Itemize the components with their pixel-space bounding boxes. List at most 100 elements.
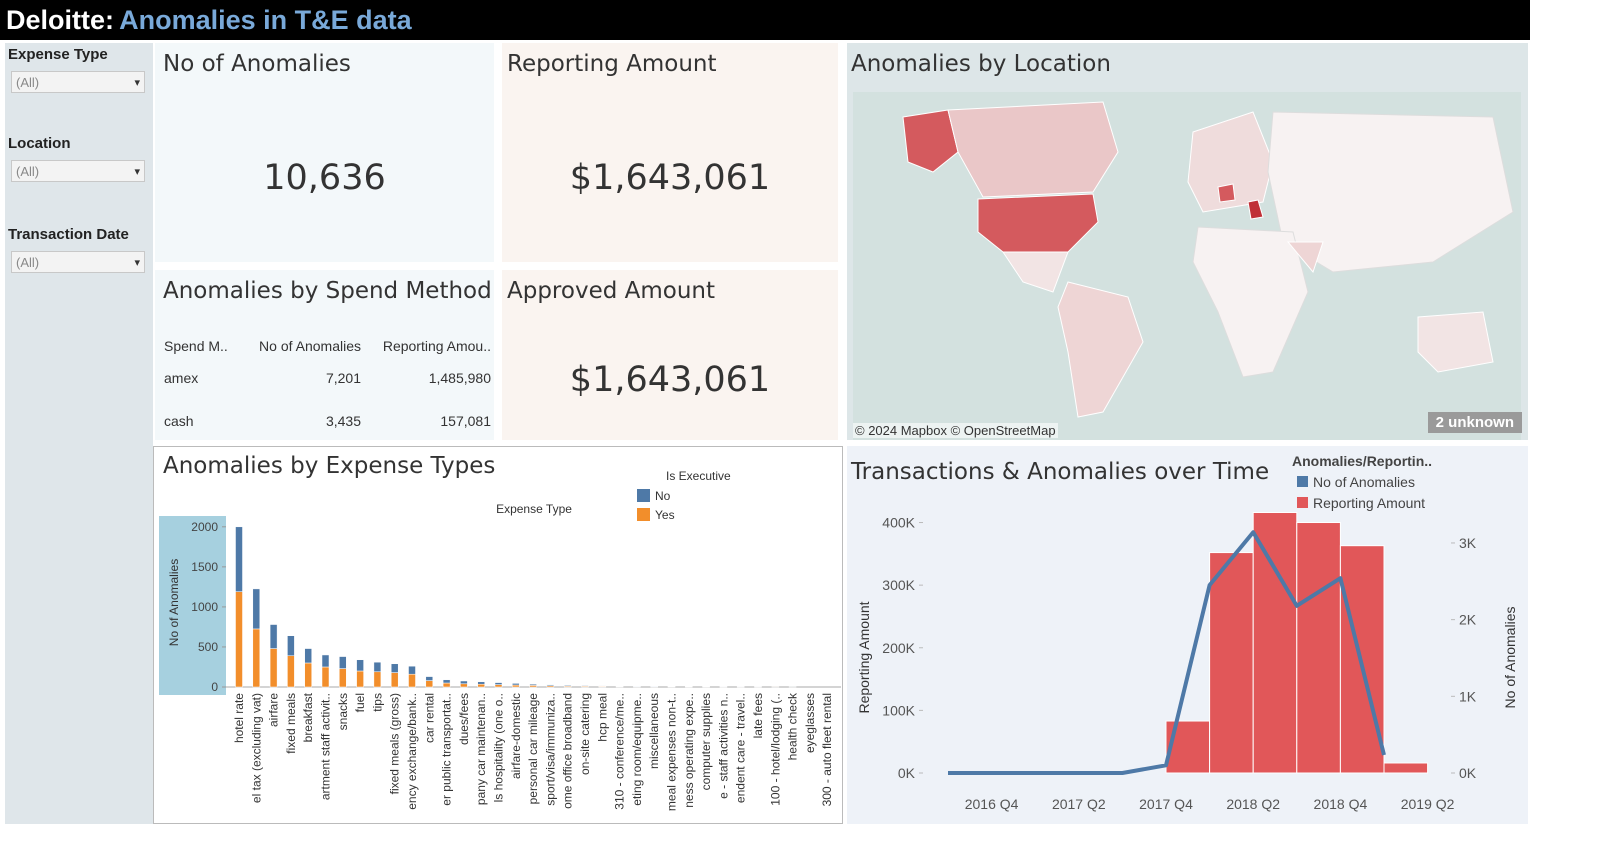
y2-tick-label: 1K xyxy=(1459,688,1477,704)
country xyxy=(947,101,1119,198)
bar-segment xyxy=(477,683,485,688)
x-tick-label: ome office broadband xyxy=(561,693,575,809)
legend-swatch xyxy=(1297,497,1308,508)
bar-segment xyxy=(287,655,295,688)
map-panel: Anomalies by Location © 2024 Mapbox © Op… xyxy=(847,43,1528,440)
y2-tick-label: 2K xyxy=(1459,612,1477,628)
x-tick-label: dues/fees xyxy=(457,693,471,745)
x-tick-label: e - staff activities n.. xyxy=(716,693,730,799)
y-axis-label: No of Anomalies xyxy=(167,559,181,646)
bar-segment xyxy=(304,648,312,664)
bar-segment xyxy=(269,624,278,649)
bar-segment xyxy=(339,656,347,669)
country xyxy=(1217,183,1236,203)
y-tick-label: 500 xyxy=(198,640,218,654)
legend-label: No of Anomalies xyxy=(1313,474,1415,490)
x-tick-label: endent care - travel.. xyxy=(734,693,748,803)
bar-segment xyxy=(304,662,312,688)
x-axis-title: Expense Type xyxy=(496,502,572,516)
x-tick-label: eting room/equipme.. xyxy=(630,693,644,806)
panel-title: Approved Amount xyxy=(507,278,716,304)
map-attribution: © 2024 Mapbox © OpenStreetMap xyxy=(853,423,1058,438)
x-tick-label: personal car mileage xyxy=(526,693,540,805)
x-tick-label: 300 - auto fleet rental xyxy=(820,693,834,806)
y2-axis-label: No of Anomalies xyxy=(1502,607,1518,709)
bar-segment xyxy=(494,684,503,688)
axis-highlight xyxy=(159,516,226,695)
country xyxy=(1247,199,1264,220)
map xyxy=(853,92,1521,440)
legend-swatch xyxy=(637,508,650,521)
table-cell: cash xyxy=(164,413,194,429)
legend-title: Is Executive xyxy=(666,469,731,483)
column-header: Spend M.. xyxy=(164,338,228,354)
y-tick-label: 0 xyxy=(211,680,218,694)
x-tick-label: fuel xyxy=(353,693,367,712)
bar-segment xyxy=(287,635,295,657)
bar-segment xyxy=(252,588,261,630)
y-tick-label: 0K xyxy=(898,765,916,781)
time-chart: Transactions & Anomalies over Time Anomal… xyxy=(850,453,1518,812)
unknown-badge[interactable]: 2 unknown xyxy=(1427,412,1522,433)
bar-segment xyxy=(442,682,451,688)
bar xyxy=(1165,720,1211,774)
kpi-value: $1,643,061 xyxy=(569,158,771,198)
bar-segment xyxy=(373,671,382,688)
table-cell: 1,485,980 xyxy=(428,370,491,386)
x-tick-label: eyeglasses xyxy=(803,693,817,753)
column-header: No of Anomalies xyxy=(259,338,361,354)
x-tick-label: car rental xyxy=(422,693,436,743)
y-axis-label: Reporting Amount xyxy=(856,601,872,713)
x-tick-label: fixed meals (gross) xyxy=(388,693,402,794)
country xyxy=(1187,111,1274,213)
x-tick-label: artment staff activit.. xyxy=(319,693,333,800)
bar-segment xyxy=(373,661,382,673)
filter-sidebar: Expense Type (All) Location (All) Transa… xyxy=(5,43,153,824)
y2-tick-label: 0K xyxy=(1459,765,1477,781)
country xyxy=(902,109,959,173)
table-cell: 157,081 xyxy=(440,413,491,429)
bar-segment xyxy=(563,684,572,687)
x-tick-label: 2017 Q4 xyxy=(1139,796,1193,812)
table-cell: 7,201 xyxy=(325,370,361,386)
legend-title: Anomalies/Reportin.. xyxy=(1292,453,1432,469)
bar xyxy=(1209,552,1254,774)
expense-chart: Anomalies by Expense Types No of Anomalie… xyxy=(159,453,841,811)
legend-label: Reporting Amount xyxy=(1313,495,1425,511)
legend-swatch xyxy=(637,489,650,502)
filter-dropdown[interactable]: (All) xyxy=(11,160,145,183)
line xyxy=(948,530,1386,775)
bar-segment xyxy=(390,672,399,688)
x-tick-label: 2019 Q2 xyxy=(1401,796,1455,812)
y-tick-label: 2000 xyxy=(191,520,218,534)
kpi-value: 10,636 xyxy=(263,158,386,198)
bar xyxy=(1252,512,1298,774)
spend-table-panel: Anomalies by Spend Method Spend M.. No o… xyxy=(155,270,494,440)
bar-segment xyxy=(425,680,434,688)
x-tick-label: computer supplies xyxy=(699,693,713,790)
y-tick-label: 300K xyxy=(882,577,915,593)
kpi-panel: No of Anomalies 10,636 xyxy=(155,43,494,262)
bar-segment xyxy=(460,683,468,688)
x-tick-label: 2017 Q2 xyxy=(1052,796,1106,812)
column-header: Reporting Amou.. xyxy=(382,338,491,354)
x-tick-label: 2016 Q4 xyxy=(965,796,1019,812)
bar-segment xyxy=(269,648,278,688)
brand: Deloitte: xyxy=(6,5,114,35)
bar-segment xyxy=(339,668,347,688)
x-tick-label: tips xyxy=(370,693,384,712)
x-tick-label: ness operating expe.. xyxy=(682,693,696,808)
country xyxy=(1267,111,1514,273)
x-tick-label: hotel rate xyxy=(232,693,246,743)
y-tick-label: 1000 xyxy=(191,600,218,614)
panel-title: Reporting Amount xyxy=(507,51,717,77)
bar-segment xyxy=(235,526,243,592)
filter-dropdown[interactable]: (All) xyxy=(11,251,145,274)
panel-title: Anomalies by Location xyxy=(851,51,1111,77)
x-tick-label: late fees xyxy=(751,693,765,738)
bar xyxy=(1383,762,1429,774)
legend-swatch xyxy=(1297,476,1308,487)
bar-segment xyxy=(581,685,589,687)
filter-dropdown[interactable]: (All) xyxy=(11,71,145,94)
